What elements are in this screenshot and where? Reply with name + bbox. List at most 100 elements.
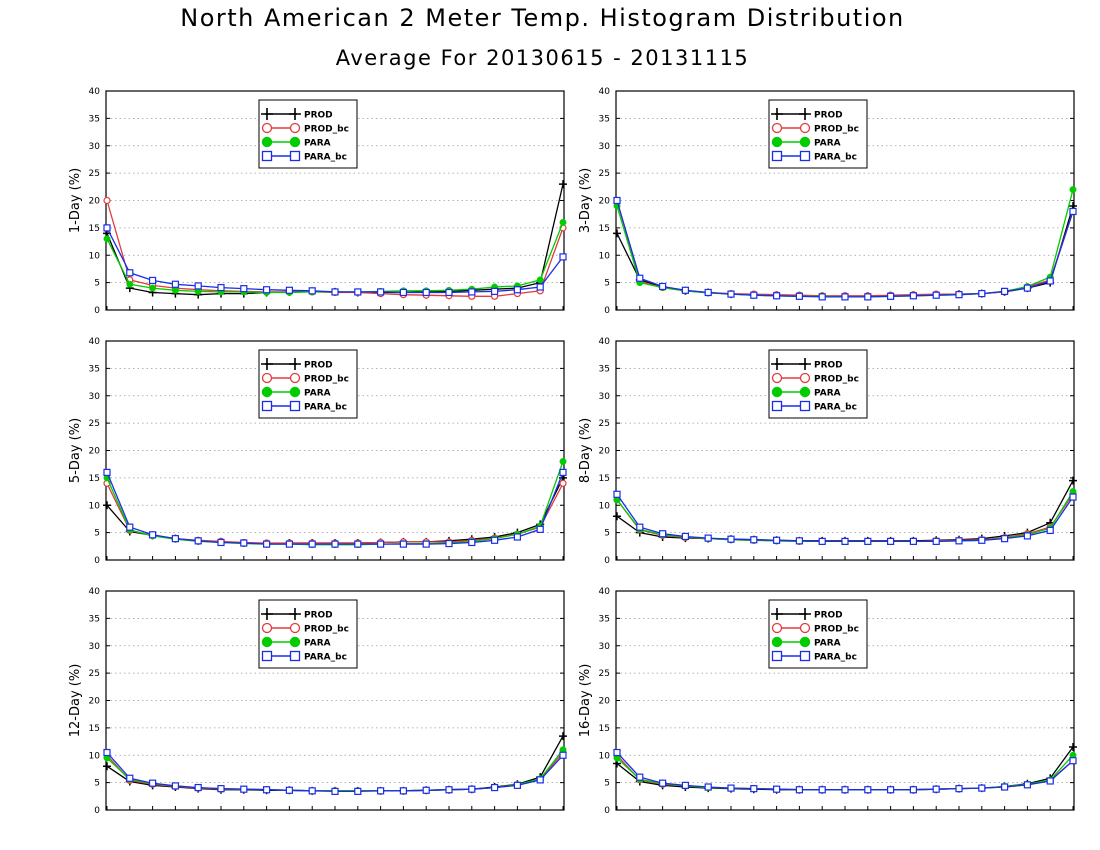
data-point	[613, 512, 621, 521]
data-point	[772, 785, 781, 793]
data-point	[955, 785, 963, 793]
data-point	[217, 785, 225, 793]
data-point	[1023, 532, 1032, 540]
legend-marker	[771, 122, 783, 134]
data-point	[308, 540, 316, 548]
data-point	[240, 785, 248, 793]
y-tick-label: 25	[89, 669, 100, 679]
data-point	[681, 532, 690, 541]
legend-marker	[799, 622, 811, 634]
y-tick-label: 30	[599, 642, 611, 652]
data-point	[704, 288, 712, 297]
y-tick-label: 30	[599, 392, 611, 402]
data-point	[559, 732, 567, 741]
data-point	[636, 523, 644, 531]
y-tick-label: 35	[599, 114, 610, 124]
legend-marker	[771, 400, 783, 412]
data-point	[559, 253, 567, 261]
y-tick-label: 40	[599, 87, 611, 97]
data-point	[445, 539, 453, 548]
data-point	[559, 751, 567, 759]
legend-marker	[289, 150, 301, 162]
data-point	[613, 196, 621, 205]
data-point	[1069, 757, 1077, 765]
series-PARA	[613, 186, 1077, 301]
data-point	[795, 292, 804, 300]
y-tick-label: 10	[89, 501, 101, 511]
legend-label: PARA_bc	[304, 403, 347, 413]
data-point	[1046, 277, 1054, 285]
data-point	[681, 781, 690, 789]
series-line	[616, 205, 1074, 297]
legend: PROD PROD_bc PARA PARA_bc	[768, 99, 868, 169]
data-point	[1000, 783, 1009, 791]
y-tick-label: 20	[599, 697, 611, 707]
data-point	[818, 786, 826, 794]
legend-label: PARA	[304, 139, 331, 149]
y-tick-label: 20	[89, 197, 101, 207]
data-point	[263, 286, 271, 294]
panel-1: 0 5 10 15 20 25 30 35 40 3-Day (%) PROD PROD_bc PARA…	[578, 87, 1077, 316]
data-point	[103, 235, 111, 243]
data-point	[818, 537, 826, 545]
data-point	[217, 283, 225, 292]
legend-label: PARA	[304, 639, 331, 649]
data-point	[727, 784, 735, 792]
legend-marker	[261, 636, 273, 648]
legend-label: PROD_bc	[304, 125, 349, 135]
panel-2: 0 5 10 15 20 25 30 35 40 5-Day (%) PROD PROD_bc PARA…	[68, 337, 567, 566]
legend-marker	[771, 622, 783, 634]
data-point	[263, 540, 271, 548]
legend-marker	[289, 386, 301, 398]
data-point	[422, 288, 430, 297]
data-point	[149, 276, 157, 285]
legend-label: PARA_bc	[814, 403, 857, 413]
data-point	[909, 537, 918, 545]
legend-marker	[799, 136, 811, 148]
legend-marker	[261, 372, 273, 384]
data-point	[864, 293, 872, 301]
data-point	[285, 286, 293, 294]
y-axis-label: 16-Day (%)	[578, 664, 593, 738]
legend-label: PROD_bc	[304, 375, 349, 385]
legend-marker	[289, 608, 301, 620]
chart-subtitle: Average For 20130615 - 20131115	[335, 46, 750, 70]
legend: PROD PROD_bc PARA PARA_bc	[258, 99, 358, 169]
legend: PROD PROD_bc PARA PARA_bc	[768, 349, 868, 419]
data-point	[772, 292, 781, 300]
data-point	[171, 286, 179, 294]
y-tick-label: 20	[599, 447, 611, 457]
data-point	[658, 282, 667, 291]
y-axis-label: 8-Day (%)	[578, 418, 593, 483]
legend-marker	[799, 400, 811, 412]
data-point	[399, 288, 407, 297]
data-point	[103, 762, 111, 771]
legend-label: PARA	[814, 139, 841, 149]
series-line	[616, 480, 1074, 542]
data-point	[841, 293, 849, 301]
data-point	[354, 540, 362, 548]
legend-label: PROD	[304, 111, 333, 121]
data-point	[468, 538, 476, 547]
legend-marker	[261, 386, 273, 398]
data-point	[1000, 535, 1009, 543]
data-point	[818, 293, 826, 301]
y-tick-label: 25	[89, 419, 100, 429]
legend-marker	[799, 650, 811, 662]
data-point	[559, 479, 567, 487]
legend-label: PROD_bc	[814, 375, 859, 385]
data-point	[613, 490, 621, 498]
data-point	[331, 787, 339, 795]
data-point	[491, 536, 499, 544]
y-axis-label: 1-Day (%)	[68, 168, 83, 233]
data-point	[399, 787, 407, 795]
legend-marker	[261, 108, 273, 120]
y-tick-label: 30	[89, 392, 101, 402]
y-axis-label: 12-Day (%)	[68, 664, 83, 738]
series-PARA	[103, 458, 567, 549]
legend-label: PROD	[304, 361, 333, 371]
y-tick-label: 15	[599, 224, 610, 234]
y-tick-label: 15	[599, 724, 610, 734]
data-point	[308, 787, 316, 795]
data-point	[126, 774, 134, 782]
